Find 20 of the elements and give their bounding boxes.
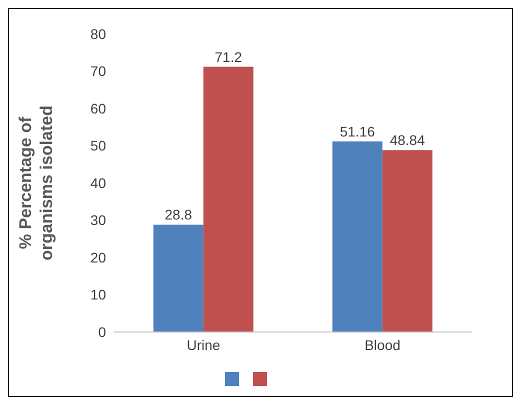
bar — [332, 141, 382, 332]
y-tick-label: 10 — [90, 286, 106, 303]
x-tick-label: Urine — [186, 336, 220, 353]
data-label: 28.8 — [164, 206, 192, 223]
y-tick-label: 40 — [90, 174, 106, 191]
bar — [153, 224, 204, 332]
bar — [203, 66, 254, 332]
y-tick-label: 50 — [90, 138, 106, 154]
y-tick-label: 30 — [90, 212, 106, 228]
y-tick-label: 0 — [98, 324, 106, 340]
y-tick-label: 20 — [90, 249, 106, 266]
data-label: 48.84 — [390, 132, 426, 148]
y-axis-title: % Percentage of organisms isolated — [16, 106, 56, 260]
bar — [382, 150, 432, 332]
y-tick-label: 60 — [90, 100, 106, 116]
y-tick-label: 70 — [90, 63, 106, 80]
data-label: 51.16 — [340, 123, 376, 140]
y-tick-label: 80 — [90, 26, 106, 42]
data-label: 71.2 — [214, 48, 242, 65]
x-tick-label: Blood — [364, 336, 400, 353]
